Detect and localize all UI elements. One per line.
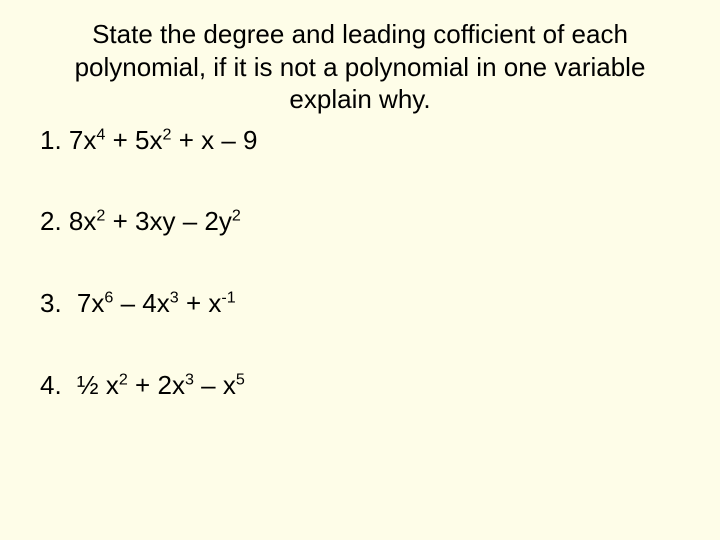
term-var: x: [83, 125, 96, 155]
term-coef: 4: [142, 288, 156, 318]
problem-1: 1. 7x4 + 5x2 + x – 9: [40, 124, 680, 158]
term-exp: 5: [236, 370, 245, 388]
term-op: +: [135, 370, 150, 400]
term-coef: ½: [69, 370, 106, 400]
instruction-text: State the degree and leading cofficient …: [40, 18, 680, 116]
term-op: +: [113, 125, 128, 155]
term-exp: -1: [221, 288, 235, 306]
term-op: –: [121, 288, 135, 318]
term-op: +: [113, 206, 128, 236]
term-exp: 3: [185, 370, 194, 388]
term-var: x: [157, 288, 170, 318]
term-var: x: [149, 125, 162, 155]
problem-number: 1.: [40, 125, 62, 155]
term-var: x: [223, 370, 236, 400]
problem-2: 2. 8x2 + 3xy – 2y2: [40, 205, 680, 239]
term-op: +: [186, 288, 201, 318]
term-op: –: [183, 206, 197, 236]
term-exp: 2: [96, 207, 105, 225]
term-exp: 2: [162, 125, 171, 143]
term-var: xy: [149, 206, 175, 236]
term-exp: 2: [119, 370, 128, 388]
term-coef: 2: [157, 370, 171, 400]
term-exp: 3: [170, 288, 179, 306]
term-var: y: [219, 206, 232, 236]
problem-number: 4.: [40, 370, 62, 400]
term-coef: 7: [69, 288, 91, 318]
term-var: x: [91, 288, 104, 318]
term-op: –: [221, 125, 235, 155]
term-coef: 2: [204, 206, 218, 236]
term-op: +: [179, 125, 194, 155]
problem-4: 4. ½ x2 + 2x3 – x5: [40, 369, 680, 403]
problem-number: 3.: [40, 288, 62, 318]
term-exp: 2: [232, 207, 241, 225]
term-var: x: [201, 125, 214, 155]
term-coef: 9: [243, 125, 257, 155]
problem-list: 1. 7x4 + 5x2 + x – 9 2. 8x2 + 3xy – 2y2 …: [40, 124, 680, 403]
term-exp: 6: [104, 288, 113, 306]
term-var: x: [208, 288, 221, 318]
term-coef: 7: [69, 125, 83, 155]
term-op: –: [201, 370, 215, 400]
term-exp: 4: [96, 125, 105, 143]
term-var: x: [172, 370, 185, 400]
term-var: x: [106, 370, 119, 400]
term-var: x: [83, 206, 96, 236]
problem-3: 3. 7x6 – 4x3 + x-1: [40, 287, 680, 321]
term-coef: 3: [135, 206, 149, 236]
problem-number: 2.: [40, 206, 62, 236]
term-coef: 8: [69, 206, 83, 236]
term-coef: 5: [135, 125, 149, 155]
